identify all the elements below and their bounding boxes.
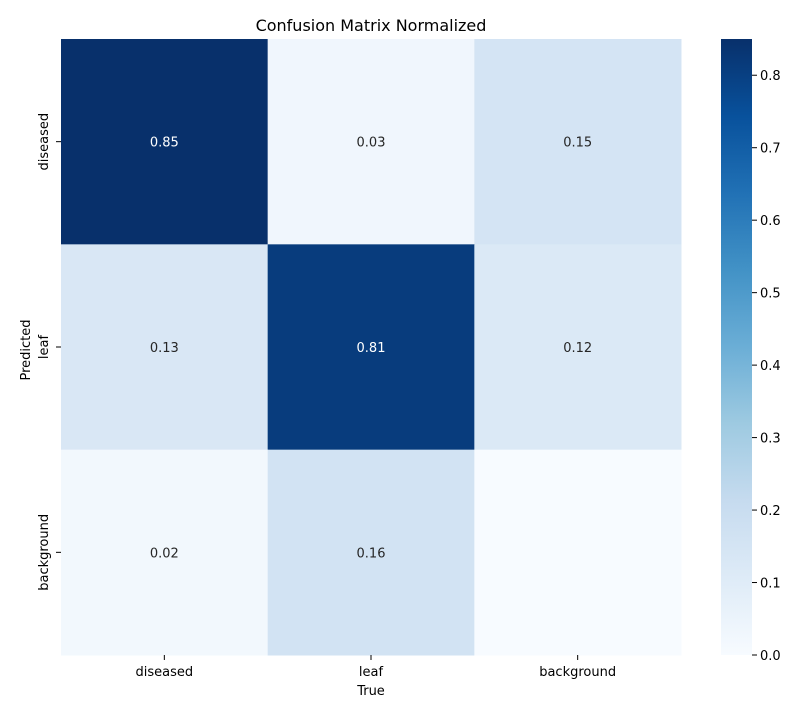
x-axis-label: True <box>356 684 385 699</box>
x-tick-label: diseased <box>136 665 194 680</box>
cell-value-label: 0.15 <box>563 136 592 151</box>
x-tick-label: leaf <box>359 665 384 680</box>
heatmap-cell <box>267 449 475 656</box>
y-tick-label: leaf <box>37 335 52 360</box>
cell-value-label: 0.03 <box>357 136 386 151</box>
heatmap-cell <box>474 39 682 245</box>
colorbar-tick-label: 0.5 <box>760 287 781 302</box>
y-axis-label: Predicted <box>19 319 34 380</box>
colorbar: 0.0 0.1 0.2 0.3 0.4 0.5 0.6 0.7 0.8 <box>721 39 781 664</box>
heatmap-cell <box>267 244 475 451</box>
colorbar-tick-label: 0.4 <box>760 359 781 374</box>
heatmap-cell <box>61 449 269 656</box>
heatmap-cell <box>61 39 269 245</box>
cell-value-label: 0.16 <box>357 546 386 561</box>
colorbar-tick-label: 0.1 <box>760 577 781 592</box>
x-tick-label: background <box>539 665 616 680</box>
cell-value-label: 0.85 <box>150 136 179 151</box>
y-tick-label: diseased <box>37 113 52 171</box>
colorbar-tick-label: 0.3 <box>760 432 781 447</box>
colorbar-tick-label: 0.8 <box>760 69 781 84</box>
cell-value-label: 0.12 <box>563 341 592 356</box>
chart-title: Confusion Matrix Normalized <box>256 16 487 35</box>
heatmap-cell-labels: 0.85 0.03 0.15 0.13 0.81 0.12 0.02 0.16 <box>150 136 592 562</box>
cell-value-label: 0.81 <box>357 341 386 356</box>
y-tick-label: background <box>37 514 52 591</box>
x-axis-ticks: diseased leaf background <box>136 655 616 680</box>
heatmap-cells <box>61 39 682 656</box>
colorbar-tick-label: 0.6 <box>760 214 781 229</box>
cell-value-label: 0.02 <box>150 546 179 561</box>
cell-value-label: 0.13 <box>150 341 179 356</box>
colorbar-ticks: 0.0 0.1 0.2 0.3 0.4 0.5 0.6 0.7 0.8 <box>752 69 781 664</box>
y-axis-ticks: diseased leaf background <box>37 113 61 591</box>
colorbar-gradient <box>721 39 752 655</box>
heatmap-cell <box>474 244 682 451</box>
heatmap-cell <box>61 244 269 451</box>
colorbar-tick-label: 0.2 <box>760 504 781 519</box>
heatmap-cell <box>267 39 475 245</box>
colorbar-tick-label: 0.0 <box>760 649 781 664</box>
colorbar-tick-label: 0.7 <box>760 142 781 157</box>
heatmap-cell <box>474 449 682 656</box>
